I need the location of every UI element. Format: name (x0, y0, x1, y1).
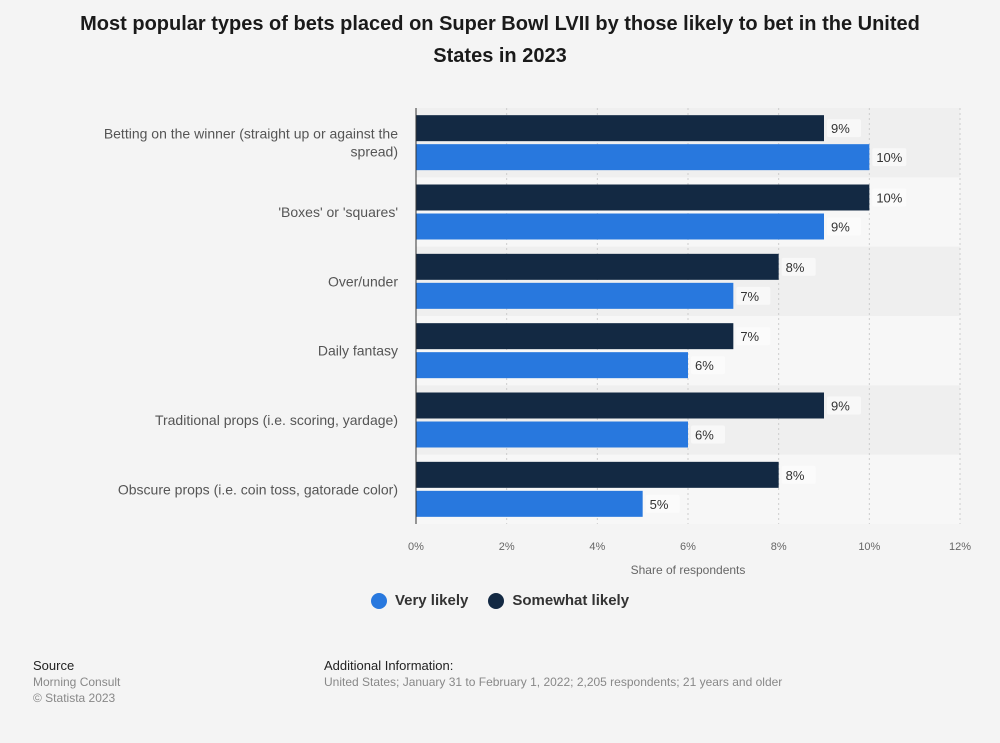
data-label: 9% (831, 399, 850, 414)
category-label: Over/under (328, 273, 398, 289)
x-axis-title: Share of respondents (631, 563, 746, 577)
bar-somewhat-likely[interactable] (416, 184, 870, 211)
bar-somewhat-likely[interactable] (416, 392, 824, 419)
data-label-bg (872, 188, 907, 207)
additional-info-block: Additional Information: United States; J… (324, 658, 782, 690)
bar-very-likely[interactable] (416, 213, 824, 240)
data-label-bg (736, 327, 771, 346)
x-tick-label: 2% (499, 541, 515, 553)
category-label: Obscure props (i.e. coin toss, gatorade … (118, 481, 398, 497)
source-heading: Source (33, 658, 75, 673)
data-label-bg (872, 148, 907, 167)
chart-title: Most popular types of bets placed on Sup… (80, 13, 920, 67)
source-name[interactable]: Morning Consult (33, 675, 121, 689)
data-label: 6% (695, 358, 714, 373)
data-label: 10% (876, 150, 902, 165)
legend: Very likely Somewhat likely (0, 592, 1000, 609)
data-label: 10% (876, 191, 902, 206)
bar-somewhat-likely[interactable] (416, 253, 779, 280)
bar-chart: 0% 2% 4% 6% 8% 10% 12% Share of respondents 9% 10… (104, 108, 971, 577)
bar-somewhat-likely[interactable] (416, 323, 734, 350)
legend-marker-very-likely (370, 592, 387, 609)
data-label: 5% (650, 497, 669, 512)
data-label-bg (827, 217, 861, 236)
bar-somewhat-likely[interactable] (416, 115, 824, 142)
copyright[interactable]: © Statista 2023 (33, 691, 116, 705)
data-label: 7% (740, 329, 759, 344)
data-label-bg (781, 257, 816, 276)
bar-somewhat-likely[interactable] (416, 461, 779, 488)
legend-marker-somewhat-likely (488, 592, 505, 609)
legend-label-very-likely: Very likely (394, 592, 469, 609)
x-tick-label: 10% (858, 541, 880, 553)
additional-info-text: United States; January 31 to February 1,… (324, 675, 783, 689)
category-label: 'Boxes' or 'squares' (278, 204, 398, 220)
x-tick-label: 12% (949, 541, 971, 553)
data-label: 8% (786, 260, 805, 275)
additional-info-heading[interactable]: Additional Information: (324, 658, 454, 673)
bar-very-likely[interactable] (416, 282, 734, 309)
bar-very-likely[interactable] (416, 352, 688, 379)
legend-item-somewhat-likely[interactable]: Somewhat likely (488, 592, 629, 609)
bar-very-likely[interactable] (416, 490, 643, 517)
bar-very-likely[interactable] (416, 421, 688, 448)
category-label: Betting on the winner (straight up or ag… (104, 126, 398, 142)
data-label-bg (691, 425, 725, 444)
legend-item-very-likely[interactable]: Very likely (370, 592, 469, 609)
category-label: spread) (351, 144, 398, 160)
data-label: 7% (740, 289, 759, 304)
data-label-bg (645, 494, 680, 513)
x-tick-label: 8% (771, 541, 787, 553)
data-label: 9% (831, 220, 850, 235)
category-label: Traditional props (i.e. scoring, yardage… (155, 412, 398, 428)
legend-label-somewhat-likely: Somewhat likely (512, 592, 630, 609)
x-tick-label: 6% (680, 541, 696, 553)
data-label-bg (827, 396, 861, 415)
data-label-bg (827, 119, 861, 138)
category-label: Daily fantasy (318, 343, 398, 359)
data-label: 6% (695, 428, 714, 443)
data-label-bg (781, 465, 816, 484)
x-tick-label: 4% (589, 541, 605, 553)
source-block: Source Morning Consult © Statista 2023 (33, 658, 120, 706)
data-label-bg (691, 356, 725, 375)
data-label: 8% (786, 468, 805, 483)
data-label-bg (736, 286, 771, 305)
data-label: 9% (831, 121, 850, 136)
bar-very-likely[interactable] (416, 144, 870, 171)
x-tick-label: 0% (408, 541, 424, 553)
